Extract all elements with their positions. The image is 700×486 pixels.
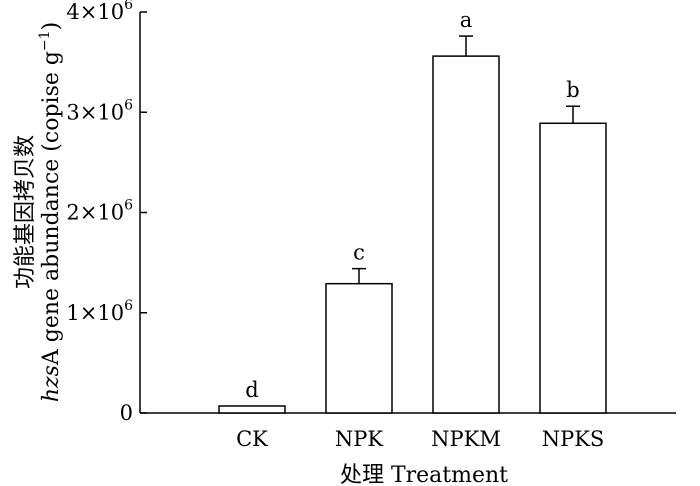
significance-label: d [245,378,258,402]
x-axis-label: 处理 Treatment [340,463,508,486]
significance-label: b [566,78,579,102]
y-tick-label: 4×106 [66,0,133,24]
x-tick-label: NPK [335,427,384,451]
bar [325,282,393,414]
bars: d c a b [218,8,607,414]
x-axis: CK NPK NPKM NPKS [140,406,676,451]
y-tick-label: 0 [120,401,133,425]
x-tick-label: NPKM [431,427,501,451]
x-tick-label: CK [236,427,268,451]
y-axis-label-gene: hzs [39,365,64,402]
y-tick-label: 3×106 [66,97,133,124]
y-axis-label-line2: hzsA gene abundance (copise g−1) [37,22,64,402]
y-axis-label-unit-exponent: −1 [37,30,53,51]
y-axis-label-unit: A gene abundance (copise g [39,51,64,366]
significance-label: a [460,8,473,32]
y-tick-label: 2×106 [66,198,133,225]
x-tick-label: NPKS [542,427,605,451]
bar [432,55,500,414]
significance-label: c [353,241,365,265]
y-axis-label-close: ) [39,22,64,31]
y-tick-label: 1×106 [66,298,133,325]
bar [539,122,607,414]
bar [218,405,286,414]
y-axis: 0 1×106 2×106 3×106 4×106 [66,0,147,425]
y-axis-label-line1: 功能基因拷贝数 [13,135,38,289]
